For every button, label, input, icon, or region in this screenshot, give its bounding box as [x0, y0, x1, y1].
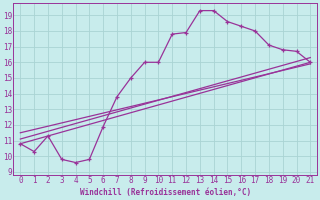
- X-axis label: Windchill (Refroidissement éolien,°C): Windchill (Refroidissement éolien,°C): [80, 188, 251, 197]
